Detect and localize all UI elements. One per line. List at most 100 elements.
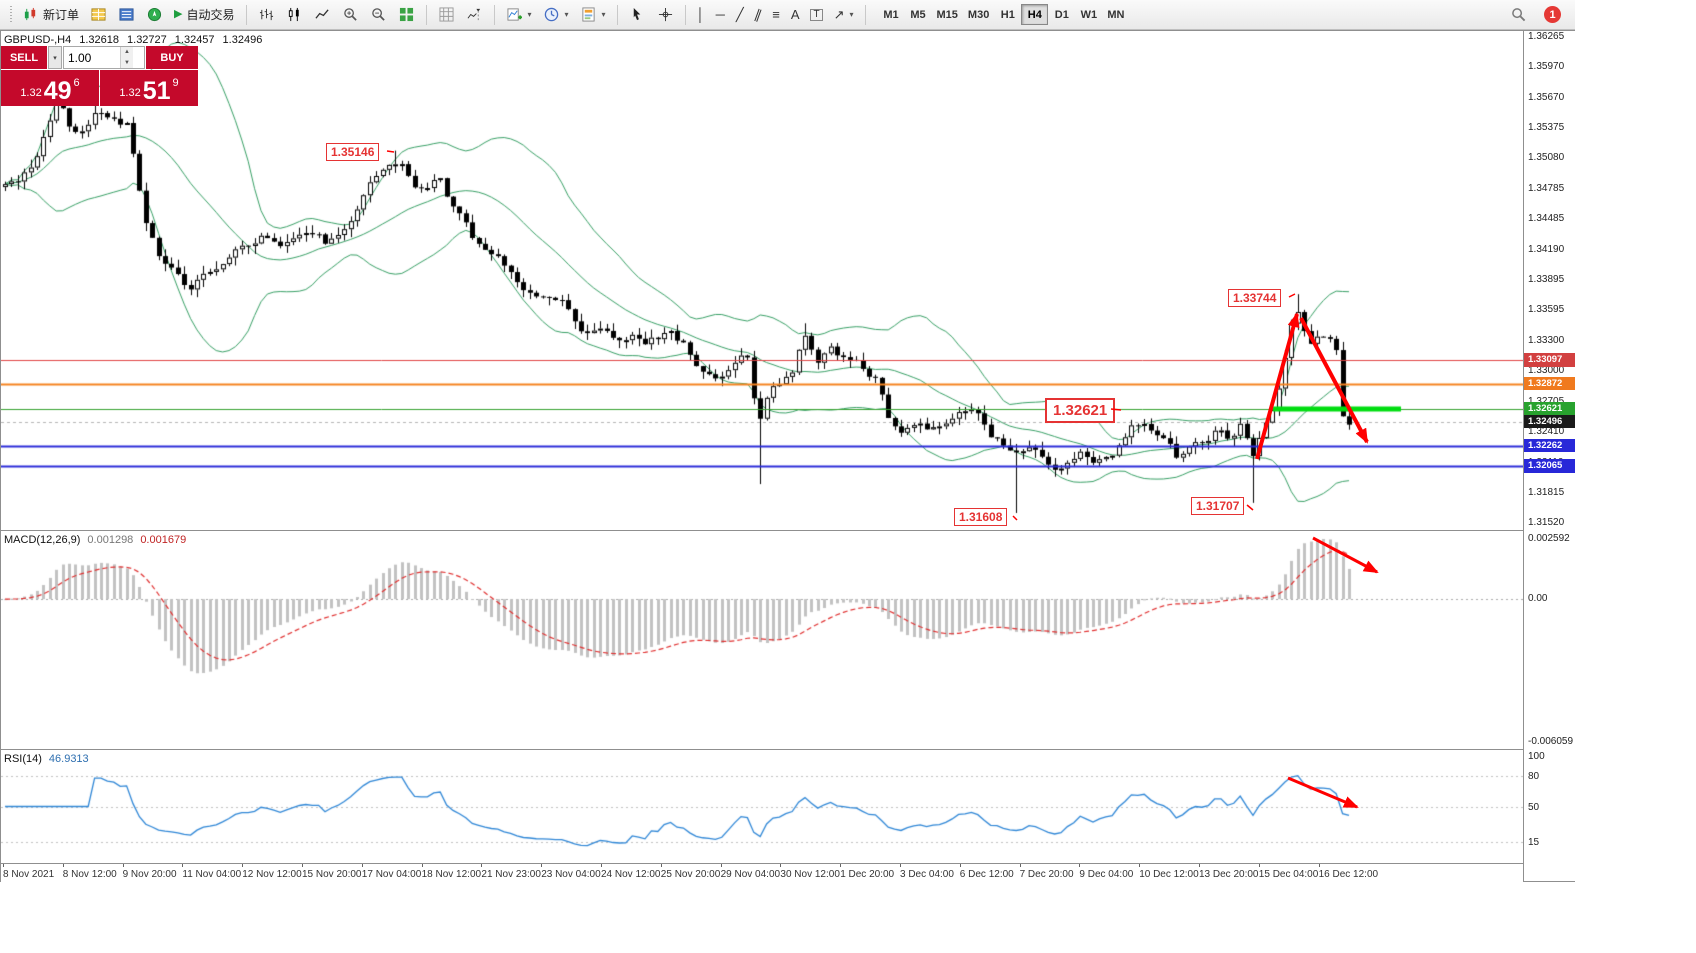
time-axis-label: 3 Dec 04:00 bbox=[900, 869, 954, 880]
timeframe-mn-button[interactable]: MN bbox=[1102, 4, 1129, 25]
chart-shift-button[interactable] bbox=[461, 3, 488, 27]
data-window-button[interactable] bbox=[113, 3, 140, 27]
chart-window: GBPUSD-,H4 1.32618 1.32727 1.32457 1.324… bbox=[0, 30, 1575, 883]
search-button[interactable] bbox=[1505, 3, 1532, 27]
candlestick-chart-icon bbox=[286, 6, 303, 23]
ohlc-open: 1.32618 bbox=[79, 34, 120, 46]
line-chart-icon bbox=[314, 6, 331, 23]
navigator-icon bbox=[146, 6, 163, 23]
navigator-button[interactable] bbox=[141, 3, 168, 27]
time-tick bbox=[1019, 864, 1021, 867]
new-order-label: 新订单 bbox=[43, 8, 80, 22]
periods-icon bbox=[543, 6, 560, 23]
axis-label: 1.33595 bbox=[1528, 304, 1565, 316]
horizontal-line-icon: ─ bbox=[715, 7, 725, 22]
text-button[interactable]: A bbox=[786, 3, 805, 27]
sell-price[interactable]: 1.32 49 6 bbox=[1, 70, 99, 106]
grid-button[interactable] bbox=[433, 3, 460, 27]
autotrade-button[interactable]: ▶ 自动交易 bbox=[169, 3, 239, 27]
timeframe-w1-button[interactable]: W1 bbox=[1075, 4, 1102, 25]
price-callout[interactable]: 1.31608 bbox=[954, 508, 1008, 526]
volume-increase-button[interactable]: ▲ bbox=[121, 47, 133, 58]
templates-button[interactable]: ▾ bbox=[575, 3, 611, 27]
volume-decrease-button[interactable]: ▼ bbox=[121, 57, 133, 68]
buy-button[interactable]: BUY bbox=[146, 46, 198, 69]
text-label-button[interactable]: T bbox=[805, 3, 827, 27]
zoom-out-icon bbox=[370, 6, 387, 23]
timeframe-h4-button[interactable]: H4 bbox=[1021, 4, 1049, 25]
timeframe-m30-button[interactable]: M30 bbox=[963, 4, 994, 25]
price-tag: 1.32621 bbox=[1524, 402, 1575, 416]
vertical-line-icon: │ bbox=[696, 7, 705, 22]
time-axis-label: 12 Nov 12:00 bbox=[242, 869, 302, 880]
price-callout[interactable]: 1.33744 bbox=[1228, 289, 1282, 307]
arrows-tool-button[interactable]: ↗ ▾ bbox=[829, 3, 859, 27]
periods-button[interactable]: ▾ bbox=[538, 3, 574, 27]
tile-windows-button[interactable] bbox=[393, 3, 420, 27]
time-tick bbox=[242, 864, 244, 867]
time-tick bbox=[3, 864, 4, 867]
time-axis-label: 30 Nov 12:00 bbox=[780, 869, 840, 880]
time-tick bbox=[900, 864, 901, 867]
timeframe-m15-button[interactable]: M15 bbox=[932, 4, 963, 25]
channel-button[interactable]: ∥ bbox=[750, 3, 767, 27]
toolbar: 新订单 ▶ 自动交易 bbox=[0, 0, 1575, 30]
price-callout[interactable]: 1.31707 bbox=[1191, 497, 1245, 515]
price-axis[interactable]: 1.36265 1.35970 1.35670 1.35375 1.35080 1.347… bbox=[1523, 31, 1575, 881]
fibonacci-button[interactable]: ≡ bbox=[767, 3, 785, 27]
cursor-button[interactable] bbox=[624, 3, 651, 27]
periods-caret-icon: ▾ bbox=[564, 10, 569, 19]
crosshair-button[interactable] bbox=[652, 3, 679, 27]
sell-button[interactable]: SELL bbox=[1, 46, 47, 69]
time-tick bbox=[720, 864, 722, 867]
axis-label: 1.35375 bbox=[1528, 122, 1565, 134]
main-chart-canvas[interactable] bbox=[1, 31, 1523, 530]
time-axis-label: 21 Nov 23:00 bbox=[481, 869, 541, 880]
ohlc-close: 1.32496 bbox=[222, 34, 263, 46]
axis-label: 1.34190 bbox=[1528, 243, 1565, 255]
ohlc-high: 1.32727 bbox=[127, 34, 167, 46]
candlestick-chart-button[interactable] bbox=[281, 3, 308, 27]
vertical-line-button[interactable]: │ bbox=[692, 3, 710, 27]
volume-input[interactable] bbox=[64, 47, 120, 68]
axis-label: 80 bbox=[1528, 771, 1540, 783]
time-axis-label: 18 Nov 12:00 bbox=[421, 869, 482, 880]
new-order-button[interactable]: 新订单 bbox=[17, 3, 84, 27]
axis-label: 1.34485 bbox=[1528, 213, 1565, 225]
rsi-panel-canvas[interactable] bbox=[1, 750, 1523, 863]
time-tick bbox=[421, 864, 423, 867]
panel-divider[interactable] bbox=[1, 530, 1574, 531]
time-axis-label: 9 Nov 20:00 bbox=[122, 869, 177, 880]
new-order-icon bbox=[22, 6, 39, 23]
timeframe-m1-button[interactable]: M1 bbox=[878, 4, 905, 25]
zoom-out-button[interactable] bbox=[365, 3, 392, 27]
autotrade-play-icon: ▶ bbox=[174, 8, 183, 20]
price-callout[interactable]: 1.35146 bbox=[326, 143, 380, 161]
text-label-icon: T bbox=[810, 8, 823, 21]
trade-options-caret[interactable]: ▾ bbox=[48, 46, 62, 69]
timeframe-m5-button[interactable]: M5 bbox=[905, 4, 932, 25]
macd-panel-canvas[interactable] bbox=[1, 531, 1523, 749]
bar-chart-button[interactable] bbox=[253, 3, 280, 27]
timeframe-d1-button[interactable]: D1 bbox=[1048, 4, 1075, 25]
time-axis-label: 29 Nov 04:00 bbox=[720, 869, 781, 880]
trendline-button[interactable]: ╱ bbox=[731, 3, 749, 27]
notification-badge[interactable]: 1 bbox=[1544, 6, 1561, 23]
time-tick bbox=[840, 864, 842, 867]
panel-divider[interactable] bbox=[1, 749, 1574, 750]
time-tick bbox=[660, 864, 662, 867]
price-tag: 1.32262 bbox=[1524, 439, 1575, 453]
timeframe-h1-button[interactable]: H1 bbox=[994, 4, 1021, 25]
arrows-tool-icon: ↗ bbox=[833, 7, 845, 22]
axis-label: 50 bbox=[1528, 801, 1540, 813]
arrows-caret-icon: ▾ bbox=[849, 10, 854, 19]
axis-label: 0.002592 bbox=[1528, 533, 1570, 544]
zoom-in-button[interactable] bbox=[337, 3, 364, 27]
buy-price[interactable]: 1.32 51 9 bbox=[100, 70, 198, 106]
market-watch-button[interactable] bbox=[85, 3, 112, 27]
time-axis[interactable]: 8 Nov 2021 8 Nov 12:00 9 Nov 20:00 11 Nov 0… bbox=[1, 863, 1523, 883]
price-callout[interactable]: 1.32621 bbox=[1045, 398, 1116, 423]
horizontal-line-button[interactable]: ─ bbox=[711, 3, 730, 27]
line-chart-button[interactable] bbox=[309, 3, 336, 27]
indicators-button[interactable]: ▾ bbox=[501, 3, 537, 27]
